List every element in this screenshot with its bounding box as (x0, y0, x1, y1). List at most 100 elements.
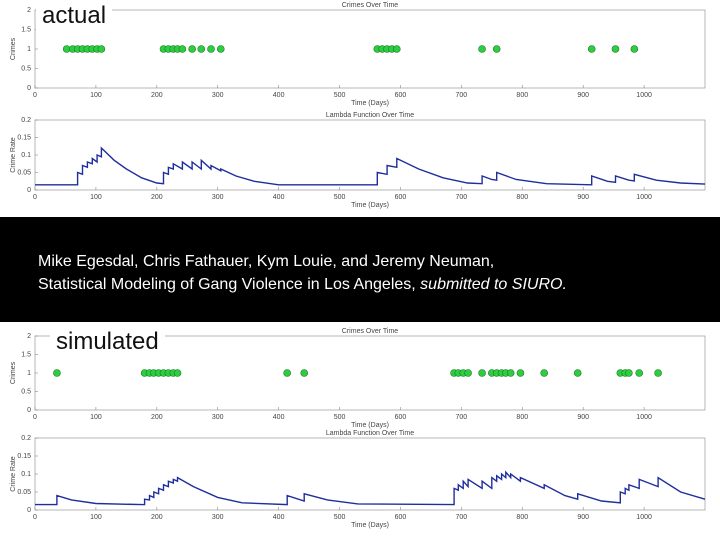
x-tick-label: 400 (273, 514, 285, 521)
x-tick-label: 100 (90, 194, 102, 201)
x-tick-label: 200 (151, 194, 163, 201)
y-axis-label: Crime Rate (10, 456, 17, 492)
y-tick-label: 2 (27, 333, 31, 340)
plot-frame (34, 9, 706, 89)
y-tick-label: 0 (27, 507, 31, 514)
crime-point (635, 369, 644, 377)
crime-point (625, 369, 633, 377)
x-tick-label: 200 (151, 92, 163, 99)
y-tick-label: 1 (27, 46, 31, 53)
x-tick-label: 1000 (636, 514, 652, 521)
crime-point (173, 369, 182, 377)
crime-point (540, 369, 549, 377)
crime-point (97, 45, 106, 53)
x-tick-label: 600 (395, 92, 407, 99)
x-tick-label: 1000 (636, 414, 652, 421)
x-tick-label: 800 (516, 514, 528, 521)
x-tick-label: 600 (395, 194, 407, 201)
crime-point (178, 45, 187, 53)
x-tick-label: 700 (456, 194, 468, 201)
crime-point (53, 369, 61, 377)
x-tick-label: 700 (456, 92, 468, 99)
y-tick-label: 0.2 (21, 435, 31, 442)
crime-point (516, 369, 525, 377)
x-tick-label: 500 (334, 92, 346, 99)
x-tick-label: 500 (334, 194, 346, 201)
y-tick-label: 0.1 (21, 152, 31, 159)
crime-point (188, 45, 196, 53)
y-tick-label: 0 (27, 187, 31, 194)
crime-point (611, 45, 620, 53)
crime-point (654, 369, 662, 377)
x-axis-label: Time (Days) (351, 202, 389, 209)
x-tick-label: 100 (90, 414, 102, 421)
x-tick-label: 300 (212, 194, 224, 201)
x-tick-label: 700 (456, 414, 468, 421)
x-tick-label: 900 (577, 414, 589, 421)
x-tick-label: 0 (33, 514, 37, 521)
plot-frame (34, 437, 706, 511)
crime-point (216, 45, 225, 53)
crime-point (300, 369, 309, 377)
x-tick-label: 0 (33, 414, 37, 421)
chart-title: Lambda Function Over Time (326, 430, 414, 437)
x-tick-label: 300 (212, 514, 224, 521)
y-tick-label: 2 (27, 7, 31, 14)
x-tick-label: 100 (90, 92, 102, 99)
x-axis-label: Time (Days) (351, 422, 389, 429)
x-tick-label: 900 (577, 194, 589, 201)
x-tick-label: 500 (334, 414, 346, 421)
lambda-line (35, 146, 706, 186)
x-tick-label: 600 (395, 414, 407, 421)
y-tick-label: 1.5 (21, 351, 31, 358)
x-tick-label: 0 (33, 194, 37, 201)
paper-title: Statistical Modeling of Gang Violence in… (38, 276, 421, 293)
y-tick-label: 1 (27, 370, 31, 377)
crime-point (492, 45, 501, 53)
chart-title: Crimes Over Time (342, 2, 399, 9)
y-tick-label: 0.15 (17, 134, 31, 141)
x-tick-label: 300 (212, 92, 224, 99)
crime-point (392, 45, 401, 53)
y-tick-label: 0.15 (17, 453, 31, 460)
x-tick-label: 700 (456, 514, 468, 521)
plot-frame (34, 119, 706, 191)
crime-point (283, 369, 291, 377)
venue: submitted to SIURO. (420, 276, 567, 293)
x-tick-label: 900 (577, 514, 589, 521)
y-tick-label: 0 (27, 85, 31, 92)
y-axis-label: Crime Rate (10, 137, 17, 173)
y-tick-label: 0.2 (21, 117, 31, 124)
y-tick-label: 0.1 (21, 471, 31, 478)
y-axis-label: Crimes (10, 37, 17, 60)
crime-point (478, 369, 486, 377)
x-tick-label: 800 (516, 194, 528, 201)
x-tick-label: 1000 (636, 194, 652, 201)
y-tick-label: 0.5 (21, 65, 31, 72)
y-tick-label: 1.5 (21, 26, 31, 33)
label-actual: actual (36, 2, 113, 30)
crime-point (587, 45, 596, 53)
paper: Statistical Modeling of Gang Violence in… (38, 276, 567, 294)
x-tick-label: 500 (334, 514, 346, 521)
x-axis-label: Time (Days) (351, 100, 389, 107)
x-tick-label: 200 (151, 414, 163, 421)
x-tick-label: 800 (516, 414, 528, 421)
crime-point (478, 45, 486, 53)
crime-point (506, 369, 515, 377)
x-tick-label: 900 (577, 92, 589, 99)
chart-title: Crimes Over Time (342, 328, 399, 335)
x-tick-label: 0 (33, 92, 37, 99)
y-tick-label: 0.5 (21, 388, 31, 395)
y-tick-label: 0.05 (17, 169, 31, 176)
x-tick-label: 400 (273, 194, 285, 201)
x-tick-label: 100 (90, 514, 102, 521)
y-tick-label: 0.05 (17, 489, 31, 496)
y-axis-label: Crimes (10, 361, 17, 384)
x-tick-label: 300 (212, 414, 224, 421)
lambda-line (35, 470, 706, 506)
citation-band: Mike Egesdal, Chris Fathauer, Kym Louie,… (0, 217, 720, 322)
x-tick-label: 400 (273, 92, 285, 99)
